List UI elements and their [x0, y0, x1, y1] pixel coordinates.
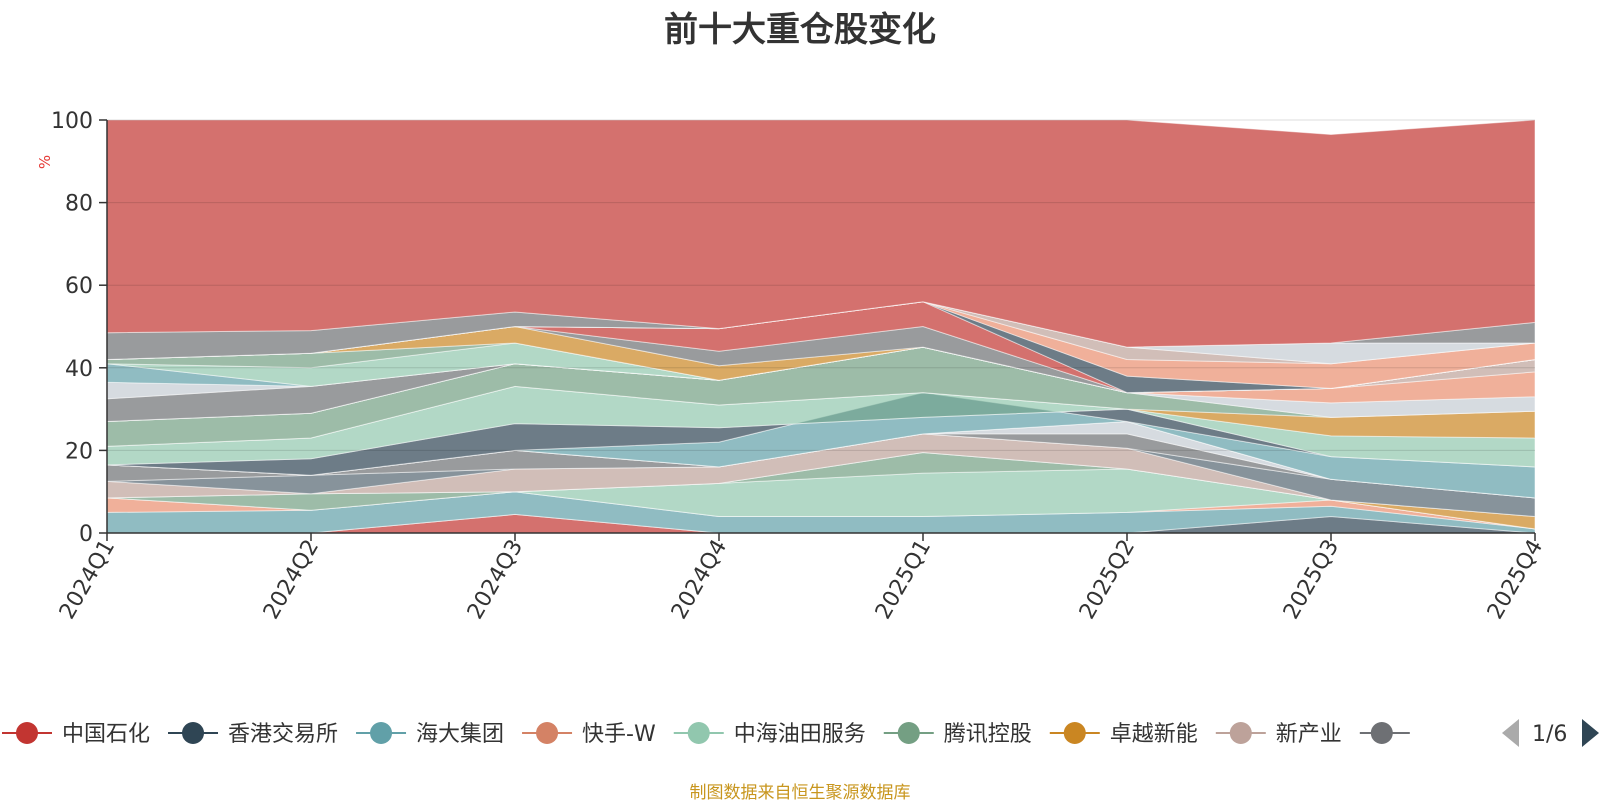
y-axis-unit: % — [36, 155, 54, 169]
legend-item[interactable]: 卓越新能 — [1049, 722, 1198, 747]
legend-marker — [687, 722, 710, 744]
legend-label: 快手-W — [582, 722, 656, 747]
legend-marker — [370, 722, 393, 744]
legend-label: 香港交易所 — [228, 722, 338, 747]
legend-label: 海大集团 — [416, 722, 504, 747]
y-tick-label: 40 — [65, 357, 93, 382]
y-tick-label: 80 — [65, 192, 93, 217]
legend-prev-arrow-icon[interactable] — [1502, 719, 1519, 747]
legend-label: 腾讯控股 — [944, 722, 1032, 747]
legend-page-indicator: 1/6 — [1532, 722, 1567, 747]
y-tick-label: 0 — [79, 522, 93, 547]
legend-item[interactable]: 快手-W — [522, 722, 656, 747]
legend: 中国石化 香港交易所 海大集团 快手-W 中海油田服务 腾讯控股 卓越新能 新产业 — [2, 722, 1410, 747]
x-tick-label: 2024Q2 — [259, 536, 324, 624]
legend-marker — [897, 722, 920, 744]
series-band-33 — [106, 119, 1536, 348]
legend-label: 卓越新能 — [1110, 722, 1198, 747]
legend-item[interactable]: 香港交易所 — [168, 722, 338, 747]
legend-label: 中海油田服务 — [734, 722, 866, 747]
legend-label: 新产业 — [1276, 722, 1342, 747]
legend-marker — [1370, 722, 1393, 744]
legend-label: 中国石化 — [62, 722, 150, 747]
legend-item[interactable]: 新产业 — [1215, 722, 1342, 747]
legend-item[interactable]: 中海油田服务 — [673, 722, 866, 747]
y-tick-label: 100 — [51, 109, 93, 134]
chart-title: 前十大重仓股变化 — [664, 10, 936, 50]
x-tick-label: 2025Q1 — [871, 536, 936, 624]
legend-item[interactable]: 中国石化 — [2, 722, 150, 747]
legend-marker — [16, 722, 38, 744]
y-tick-label: 20 — [65, 439, 93, 464]
legend-marker — [1229, 722, 1252, 744]
data-source-note: 制图数据来自恒生聚源数据库 — [689, 783, 911, 803]
y-tick-label: 60 — [65, 274, 93, 299]
legend-marker — [1063, 722, 1086, 744]
legend-marker — [536, 722, 559, 744]
legend-item[interactable]: 腾讯控股 — [883, 722, 1032, 747]
legend-item[interactable] — [1359, 722, 1410, 744]
x-tick-label: 2025Q3 — [1279, 536, 1344, 624]
series-bands — [106, 119, 1536, 534]
x-tick-label: 2024Q1 — [55, 536, 120, 624]
x-tick-label: 2024Q4 — [667, 536, 732, 624]
legend-item[interactable]: 海大集团 — [356, 722, 504, 747]
legend-next-arrow-icon[interactable] — [1582, 719, 1599, 747]
x-tick-label: 2025Q2 — [1075, 536, 1140, 624]
x-tick-label: 2025Q4 — [1483, 536, 1548, 624]
x-tick-label: 2024Q3 — [463, 536, 528, 624]
legend-marker — [182, 722, 205, 744]
